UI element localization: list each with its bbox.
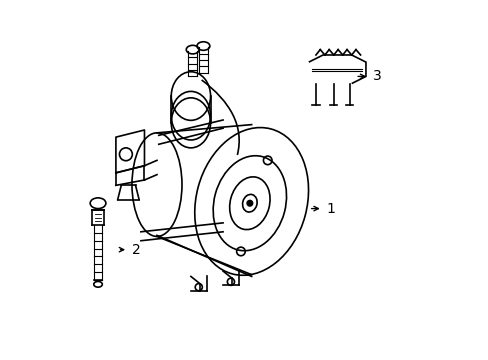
Text: 2: 2 (132, 243, 141, 257)
Text: 1: 1 (326, 202, 335, 216)
Circle shape (246, 201, 252, 206)
Text: 3: 3 (372, 69, 381, 84)
